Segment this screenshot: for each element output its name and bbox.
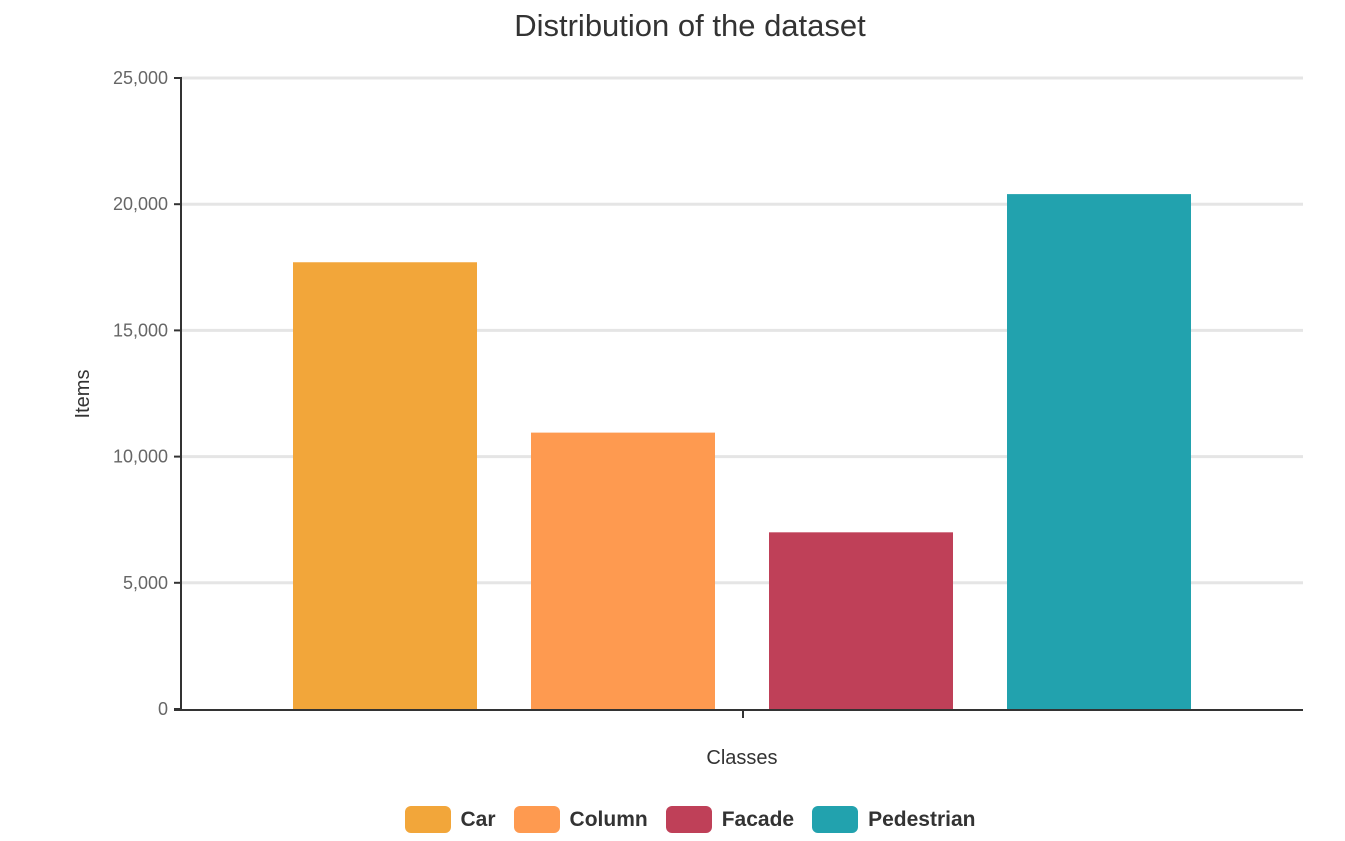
y-tick-label: 0: [158, 699, 168, 719]
y-axis-title: Items: [72, 370, 94, 419]
bar-facade[interactable]: [769, 532, 953, 709]
y-tick-label: 5,000: [123, 573, 168, 593]
axes: [174, 77, 1303, 718]
chart-legend: Car Column Facade Pedestrian: [0, 806, 1345, 833]
legend-label: Facade: [721, 807, 795, 831]
y-tick-label: 15,000: [113, 320, 168, 340]
bar-column[interactable]: [531, 432, 715, 709]
y-tick-label: 25,000: [113, 68, 168, 88]
legend-swatch: [665, 806, 712, 833]
legend-swatch: [404, 806, 451, 833]
legend-label: Column: [569, 807, 648, 831]
legend-item-column[interactable]: Column: [513, 806, 648, 833]
legend-label: Pedestrian: [868, 807, 976, 831]
chart-title: Distribution of the dataset: [514, 8, 866, 43]
legend-item-car[interactable]: Car: [404, 806, 496, 833]
y-tick-label: 20,000: [113, 194, 168, 214]
legend-item-facade[interactable]: Facade: [665, 806, 795, 833]
y-tick-labels: 0 5,000 10,000 15,000 20,000 25,000: [113, 68, 181, 719]
x-axis-title: Classes: [706, 747, 777, 769]
bars: [293, 194, 1191, 709]
bar-car[interactable]: [293, 262, 477, 709]
legend-label: Car: [460, 807, 496, 831]
legend-swatch: [513, 806, 560, 833]
legend-item-pedestrian[interactable]: Pedestrian: [812, 806, 975, 833]
legend-swatch: [812, 806, 859, 833]
y-tick-label: 10,000: [113, 447, 168, 467]
bar-pedestrian[interactable]: [1007, 194, 1191, 709]
